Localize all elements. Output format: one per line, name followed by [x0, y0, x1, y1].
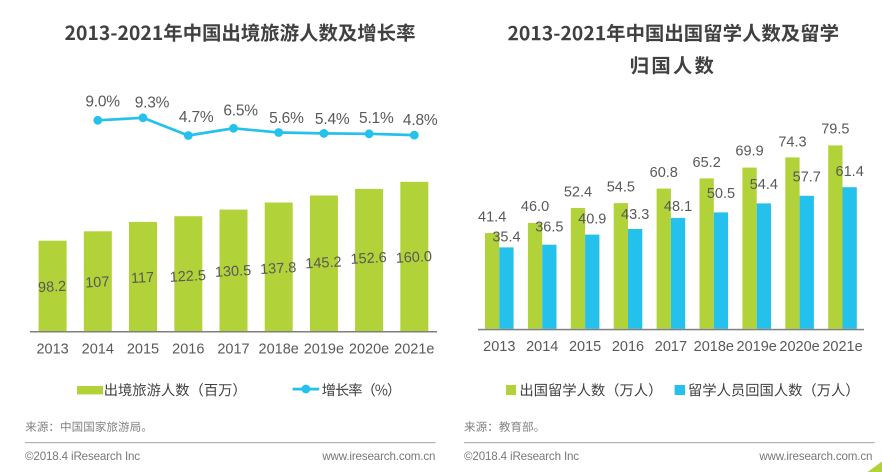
svg-text:5.6%: 5.6% [269, 110, 304, 127]
svg-text:2017: 2017 [655, 339, 687, 355]
svg-text:79.5: 79.5 [821, 121, 849, 137]
svg-text:117: 117 [131, 270, 155, 287]
svg-text:2021e: 2021e [394, 342, 434, 358]
svg-text:130.5: 130.5 [215, 263, 252, 281]
svg-text:74.3: 74.3 [778, 134, 806, 150]
svg-text:5.4%: 5.4% [315, 111, 350, 128]
svg-text:6.5%: 6.5% [223, 103, 258, 120]
svg-text:2016: 2016 [612, 339, 644, 355]
svg-text:137.8: 137.8 [260, 260, 297, 278]
svg-text:46.0: 46.0 [521, 199, 549, 215]
svg-text:41.4: 41.4 [478, 210, 506, 226]
svg-text:2017: 2017 [217, 342, 249, 358]
svg-text:2014: 2014 [526, 339, 558, 355]
svg-text:152.6: 152.6 [350, 250, 387, 268]
svg-text:54.5: 54.5 [607, 180, 635, 196]
svg-text:57.7: 57.7 [793, 169, 821, 185]
svg-text:©2018.4 iResearch Inc: ©2018.4 iResearch Inc [25, 450, 140, 463]
svg-text:5.1%: 5.1% [359, 110, 394, 127]
svg-text:2013: 2013 [483, 339, 515, 355]
svg-text:52.4: 52.4 [564, 185, 592, 201]
svg-text:2015: 2015 [569, 339, 601, 355]
svg-text:9.0%: 9.0% [85, 93, 120, 110]
svg-text:2018e: 2018e [259, 342, 299, 358]
svg-text:69.9: 69.9 [735, 143, 763, 159]
svg-text:www.iresearch.com.cn: www.iresearch.com.cn [758, 450, 872, 463]
svg-text:145.2: 145.2 [305, 254, 342, 272]
svg-text:4.8%: 4.8% [403, 112, 438, 129]
svg-text:2014: 2014 [82, 342, 114, 358]
svg-text:2013: 2013 [36, 342, 68, 358]
svg-text:54.4: 54.4 [750, 177, 778, 193]
svg-text:2020e: 2020e [779, 339, 819, 355]
svg-text:98.2: 98.2 [38, 279, 67, 296]
svg-text:122.5: 122.5 [169, 268, 206, 286]
svg-text:36.5: 36.5 [535, 219, 563, 235]
svg-text:43.3: 43.3 [621, 207, 649, 223]
svg-text:4.7%: 4.7% [179, 109, 214, 126]
svg-text:2021e: 2021e [822, 339, 862, 355]
svg-text:©2018.4 iResearch Inc: ©2018.4 iResearch Inc [464, 450, 579, 463]
svg-text:9.3%: 9.3% [135, 94, 170, 111]
svg-text:107: 107 [85, 274, 110, 291]
svg-text:2019e: 2019e [304, 342, 344, 358]
svg-text:40.9: 40.9 [578, 211, 606, 227]
svg-text:www.iresearch.com.cn: www.iresearch.com.cn [321, 450, 435, 463]
svg-text:65.2: 65.2 [693, 155, 721, 171]
svg-text:2018e: 2018e [694, 339, 734, 355]
svg-text:2015: 2015 [127, 342, 159, 358]
svg-text:2020e: 2020e [349, 342, 389, 358]
svg-text:61.4: 61.4 [836, 164, 864, 180]
svg-text:2019e: 2019e [737, 339, 777, 355]
svg-text:160.0: 160.0 [395, 249, 432, 267]
svg-text:50.5: 50.5 [707, 186, 735, 202]
svg-text:60.8: 60.8 [650, 165, 678, 181]
svg-text:35.4: 35.4 [492, 230, 520, 246]
svg-text:48.1: 48.1 [664, 199, 692, 215]
svg-text:2016: 2016 [172, 342, 204, 358]
